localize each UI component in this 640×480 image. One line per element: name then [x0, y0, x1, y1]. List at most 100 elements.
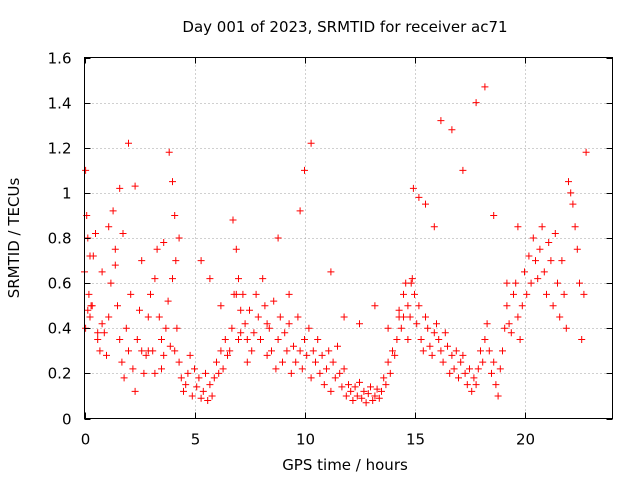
data-point [353, 392, 361, 400]
data-point [111, 245, 119, 253]
data-point [386, 369, 394, 377]
data-point [122, 324, 130, 332]
data-point [338, 383, 346, 391]
data-point [85, 290, 93, 298]
data-point [285, 320, 293, 328]
data-point [136, 306, 143, 314]
data-point [235, 336, 242, 344]
data-point [270, 297, 278, 305]
data-point [373, 385, 381, 393]
data-point [314, 336, 322, 344]
data-point [111, 261, 119, 269]
data-point [165, 148, 173, 156]
data-point [327, 268, 335, 276]
data-point [459, 166, 467, 174]
data-point [347, 387, 355, 395]
data-point [94, 336, 102, 344]
data-point [160, 351, 168, 359]
data-point [351, 383, 359, 391]
data-point [237, 329, 245, 337]
data-point [571, 223, 579, 231]
data-point [501, 324, 509, 332]
data-point [84, 306, 92, 314]
data-point [477, 347, 484, 355]
data-point [331, 374, 339, 382]
data-point [144, 313, 152, 321]
data-point [397, 324, 405, 332]
data-point [384, 324, 392, 332]
data-point [459, 351, 467, 359]
data-point [133, 336, 141, 344]
x-tick-label: 10 [296, 431, 315, 449]
data-point [184, 369, 192, 377]
data-point [463, 381, 471, 389]
data-point [224, 351, 231, 359]
grid-lines [84, 57, 613, 419]
data-point [274, 234, 282, 242]
data-point [529, 234, 537, 242]
data-point [479, 358, 487, 366]
data-point [329, 358, 337, 366]
data-point [558, 257, 566, 265]
y-tick-label: 1.6 [48, 50, 72, 68]
data-points [81, 83, 590, 407]
data-point [261, 302, 269, 310]
x-tick-label: 15 [406, 431, 425, 449]
x-axis-label: GPS time / hours [282, 456, 408, 474]
data-point [494, 392, 502, 400]
data-point [358, 394, 366, 402]
data-point [393, 336, 401, 344]
data-point [424, 324, 432, 332]
data-point [356, 320, 363, 328]
data-point [114, 302, 121, 310]
data-point [226, 347, 234, 355]
data-point [404, 302, 412, 310]
data-point [430, 329, 438, 337]
data-point [160, 239, 168, 247]
data-point [98, 320, 106, 328]
data-point [536, 245, 544, 253]
data-point [532, 257, 539, 265]
data-point [103, 351, 110, 359]
data-point [197, 257, 205, 265]
data-point [551, 229, 559, 237]
data-point [206, 275, 214, 283]
data-point [455, 374, 462, 382]
data-point [307, 139, 315, 147]
data-point [82, 166, 90, 174]
data-point [576, 279, 583, 287]
data-point [485, 347, 493, 355]
data-point [285, 290, 293, 298]
data-point [125, 139, 132, 147]
data-point [116, 336, 124, 344]
data-point [94, 329, 102, 337]
data-point [400, 313, 407, 321]
data-point [573, 245, 581, 253]
data-point [450, 365, 458, 373]
data-point [252, 290, 260, 298]
data-point [96, 347, 104, 355]
data-point [155, 313, 163, 321]
data-point [538, 223, 546, 231]
data-point [202, 369, 209, 377]
data-point [340, 313, 348, 321]
data-point [514, 223, 522, 231]
data-point [457, 358, 465, 366]
data-point [120, 374, 128, 382]
data-point [263, 351, 271, 359]
data-point [384, 358, 392, 366]
data-point [375, 394, 383, 402]
data-point [283, 347, 291, 355]
data-point [177, 374, 185, 382]
data-point [419, 347, 427, 355]
data-point [422, 200, 429, 208]
data-point [417, 336, 425, 344]
data-point [342, 392, 350, 400]
data-point [118, 358, 126, 366]
x-axis: 0 5 10 15 20 [81, 57, 535, 449]
data-point [175, 234, 183, 242]
data-point [413, 320, 421, 328]
data-point [219, 365, 227, 373]
data-point [448, 351, 456, 359]
data-point [569, 200, 577, 208]
